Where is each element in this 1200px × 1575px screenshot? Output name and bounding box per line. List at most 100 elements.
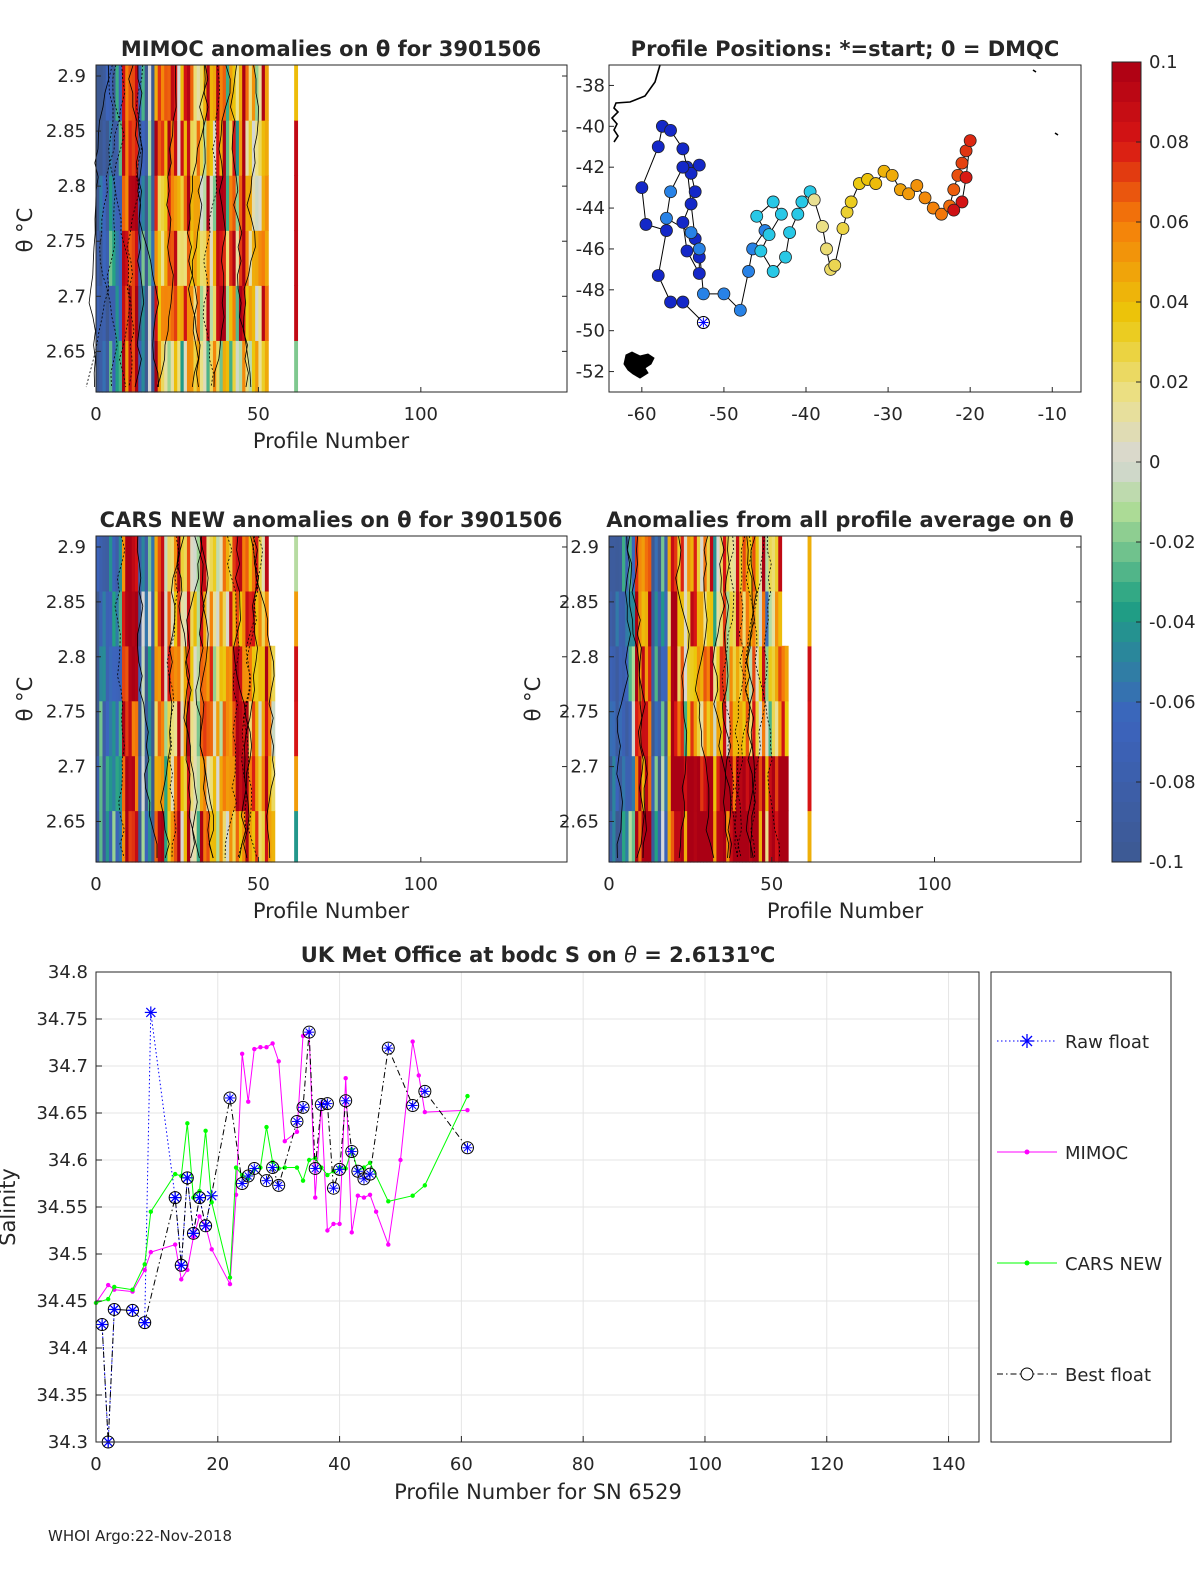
heatmap-cell: [651, 810, 656, 863]
heatmap-cell: [758, 590, 763, 647]
heatmap-cell: [131, 65, 136, 121]
heatmap-cell: [258, 536, 263, 592]
colorbar-gradient: [1112, 62, 1141, 863]
series-point: [239, 1051, 245, 1056]
heatmap-cell: [125, 120, 130, 176]
mimoc-ylabel: θ °C: [13, 208, 37, 253]
heatmap-cell: [105, 120, 110, 176]
series-point: [337, 1221, 342, 1227]
y-tick-label: 2.65: [559, 811, 599, 832]
heatmap-cell: [225, 810, 230, 863]
best-star: [188, 1228, 199, 1239]
profile-position: [676, 142, 690, 156]
contour-line: [199, 535, 214, 859]
heatmap-cell: [264, 536, 269, 592]
heatmap-cell: [147, 590, 152, 647]
y-tick-label: 34.5: [48, 1244, 88, 1265]
series-point: [142, 1262, 147, 1267]
cars-title: CARS NEW anomalies on θ for 3901506: [100, 508, 563, 532]
heatmap-cell: [151, 120, 156, 176]
heatmap-cell: [180, 810, 185, 863]
heatmap-cell: [225, 340, 230, 393]
heatmap-cell: [141, 755, 146, 812]
heatmap-cell: [229, 700, 234, 757]
best-circle: [272, 1178, 286, 1192]
heatmap-cell: [264, 590, 269, 647]
heatmap-cell: [219, 810, 224, 863]
heatmap-cell: [631, 590, 636, 647]
heatmap-cell: [739, 700, 744, 757]
heatmap-cell: [700, 645, 704, 702]
heatmap-cell: [255, 536, 260, 592]
heatmap-cell: [160, 65, 165, 121]
heatmap-cell: [125, 65, 130, 121]
best-point: [266, 1161, 280, 1175]
dmqc-cell: [294, 700, 299, 757]
best-circle: [247, 1161, 261, 1175]
heatmap-cell: [206, 536, 211, 592]
heatmap-cell: [775, 755, 779, 812]
heatmap-cell: [219, 645, 224, 702]
heatmap-cell: [222, 755, 227, 812]
heatmap-cell: [151, 590, 156, 647]
heatmap-cell: [628, 645, 633, 702]
dmqc-cell: [294, 755, 299, 812]
heatmap-cell: [128, 65, 133, 121]
best-circle: [363, 1167, 377, 1181]
heatmap-cell: [216, 285, 221, 341]
heatmap-cell: [108, 700, 113, 757]
heatmap-cell: [706, 536, 711, 592]
series-point: [313, 1195, 318, 1200]
heatmap-cell: [183, 175, 188, 231]
heatmap-cell: [657, 645, 662, 702]
heatmap-cell: [112, 645, 117, 702]
heatmap-cell: [190, 65, 195, 121]
heatmap-cell: [209, 175, 214, 231]
heatmap-cell: [264, 340, 269, 393]
heatmap-cell: [255, 175, 260, 231]
heatmap-cell: [138, 645, 143, 702]
best-star: [340, 1095, 351, 1106]
heatmap-cell: [242, 590, 247, 647]
heatmap-cell: [748, 700, 753, 757]
heatmap-cell: [670, 536, 675, 592]
salinity-title: UK Met Office at bodc S on θ = 2.6131oC: [301, 942, 775, 967]
series-point: [203, 1128, 208, 1134]
heatmap-cell: [264, 700, 269, 757]
colorbar-segment: [1112, 842, 1141, 863]
heatmap-cell: [612, 645, 617, 702]
heatmap-cell: [170, 536, 175, 592]
profile-position: [639, 218, 653, 231]
heatmap-cell: [118, 230, 123, 286]
colorbar-segment: [1112, 462, 1141, 483]
best-star: [127, 1305, 138, 1316]
heatmap-cell: [248, 590, 253, 647]
heatmap-cell: [232, 120, 237, 176]
float-track: [635, 119, 977, 330]
y-tick-label: 2.7: [57, 286, 86, 307]
heatmap-cell: [180, 755, 185, 812]
series-point: [264, 1045, 269, 1050]
best-star-stroke: [420, 1087, 429, 1096]
best-circle: [107, 1302, 121, 1316]
heatmap-cell: [255, 120, 260, 176]
heatmap-cell: [722, 645, 727, 702]
series-point: [227, 1275, 233, 1280]
heatmap-cell: [99, 755, 104, 812]
heatmap-cell: [157, 810, 162, 863]
x-tick-label: 140: [931, 1454, 965, 1475]
heatmap-cell: [147, 700, 152, 757]
heatmap-cell: [108, 285, 113, 341]
salinity-ylabel: Salinity: [0, 1168, 20, 1246]
heatmap-cell: [173, 700, 178, 757]
heatmap-cell: [690, 810, 695, 863]
dmqc-cell: [294, 285, 299, 341]
best-star-stroke: [323, 1099, 332, 1108]
best-star-stroke: [98, 1320, 106, 1329]
heatmap-cell: [151, 645, 156, 702]
heatmap-cell: [729, 590, 734, 647]
legend-mimoc-marker: [1024, 1149, 1030, 1155]
profile-position: [902, 187, 916, 201]
heatmap-cell: [216, 536, 221, 592]
heatmap-cell: [141, 340, 146, 393]
